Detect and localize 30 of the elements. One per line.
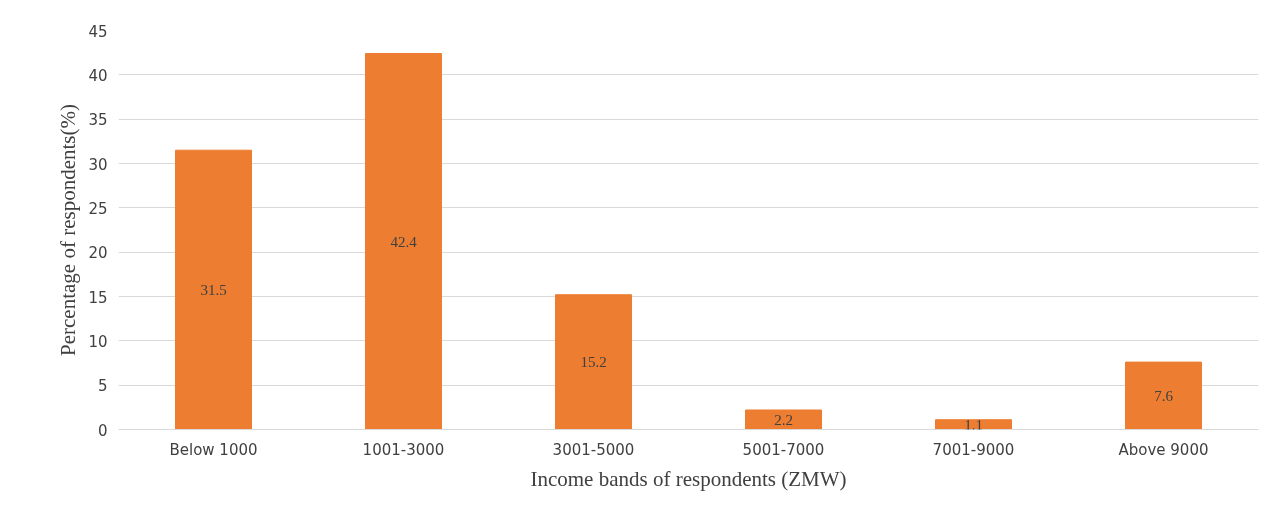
bar <box>935 419 1012 430</box>
x-tick-label: 7001-9000 <box>932 440 1015 459</box>
bar <box>1125 361 1202 430</box>
x-tick-label: 1001-3000 <box>362 440 445 459</box>
y-tick-label: 35 <box>88 111 108 130</box>
x-tick-label: 3001-5000 <box>552 440 635 459</box>
bar <box>175 149 252 430</box>
data-label: 2.2 <box>774 411 793 428</box>
data-label: 31.5 <box>200 281 227 298</box>
data-label: 15.2 <box>580 354 607 371</box>
bar <box>365 53 442 430</box>
bar <box>745 409 822 430</box>
y-tick-label: 10 <box>88 332 108 351</box>
y-tick-label: 45 <box>88 22 108 41</box>
data-label: 42.4 <box>390 233 418 250</box>
x-axis-title: Income bands of respondents (ZMW) <box>530 466 847 491</box>
x-tick-label: 5001-7000 <box>742 440 825 459</box>
data-label: 7.6 <box>1154 387 1174 404</box>
y-tick-label: 15 <box>88 288 108 307</box>
y-axis-title: Percentage of respondents(%) <box>56 104 81 356</box>
y-tick-label: 5 <box>97 377 108 396</box>
x-tick-label: Above 9000 <box>1118 440 1209 459</box>
bar <box>555 294 632 430</box>
y-tick-label: 25 <box>88 199 108 218</box>
y-tick-label: 40 <box>88 66 108 85</box>
y-tick-label: 20 <box>88 244 108 263</box>
data-label: 1.1 <box>964 416 983 433</box>
y-tick-label: 30 <box>88 155 108 174</box>
x-tick-label: Below 1000 <box>169 440 258 459</box>
y-tick-label: 0 <box>97 421 108 440</box>
